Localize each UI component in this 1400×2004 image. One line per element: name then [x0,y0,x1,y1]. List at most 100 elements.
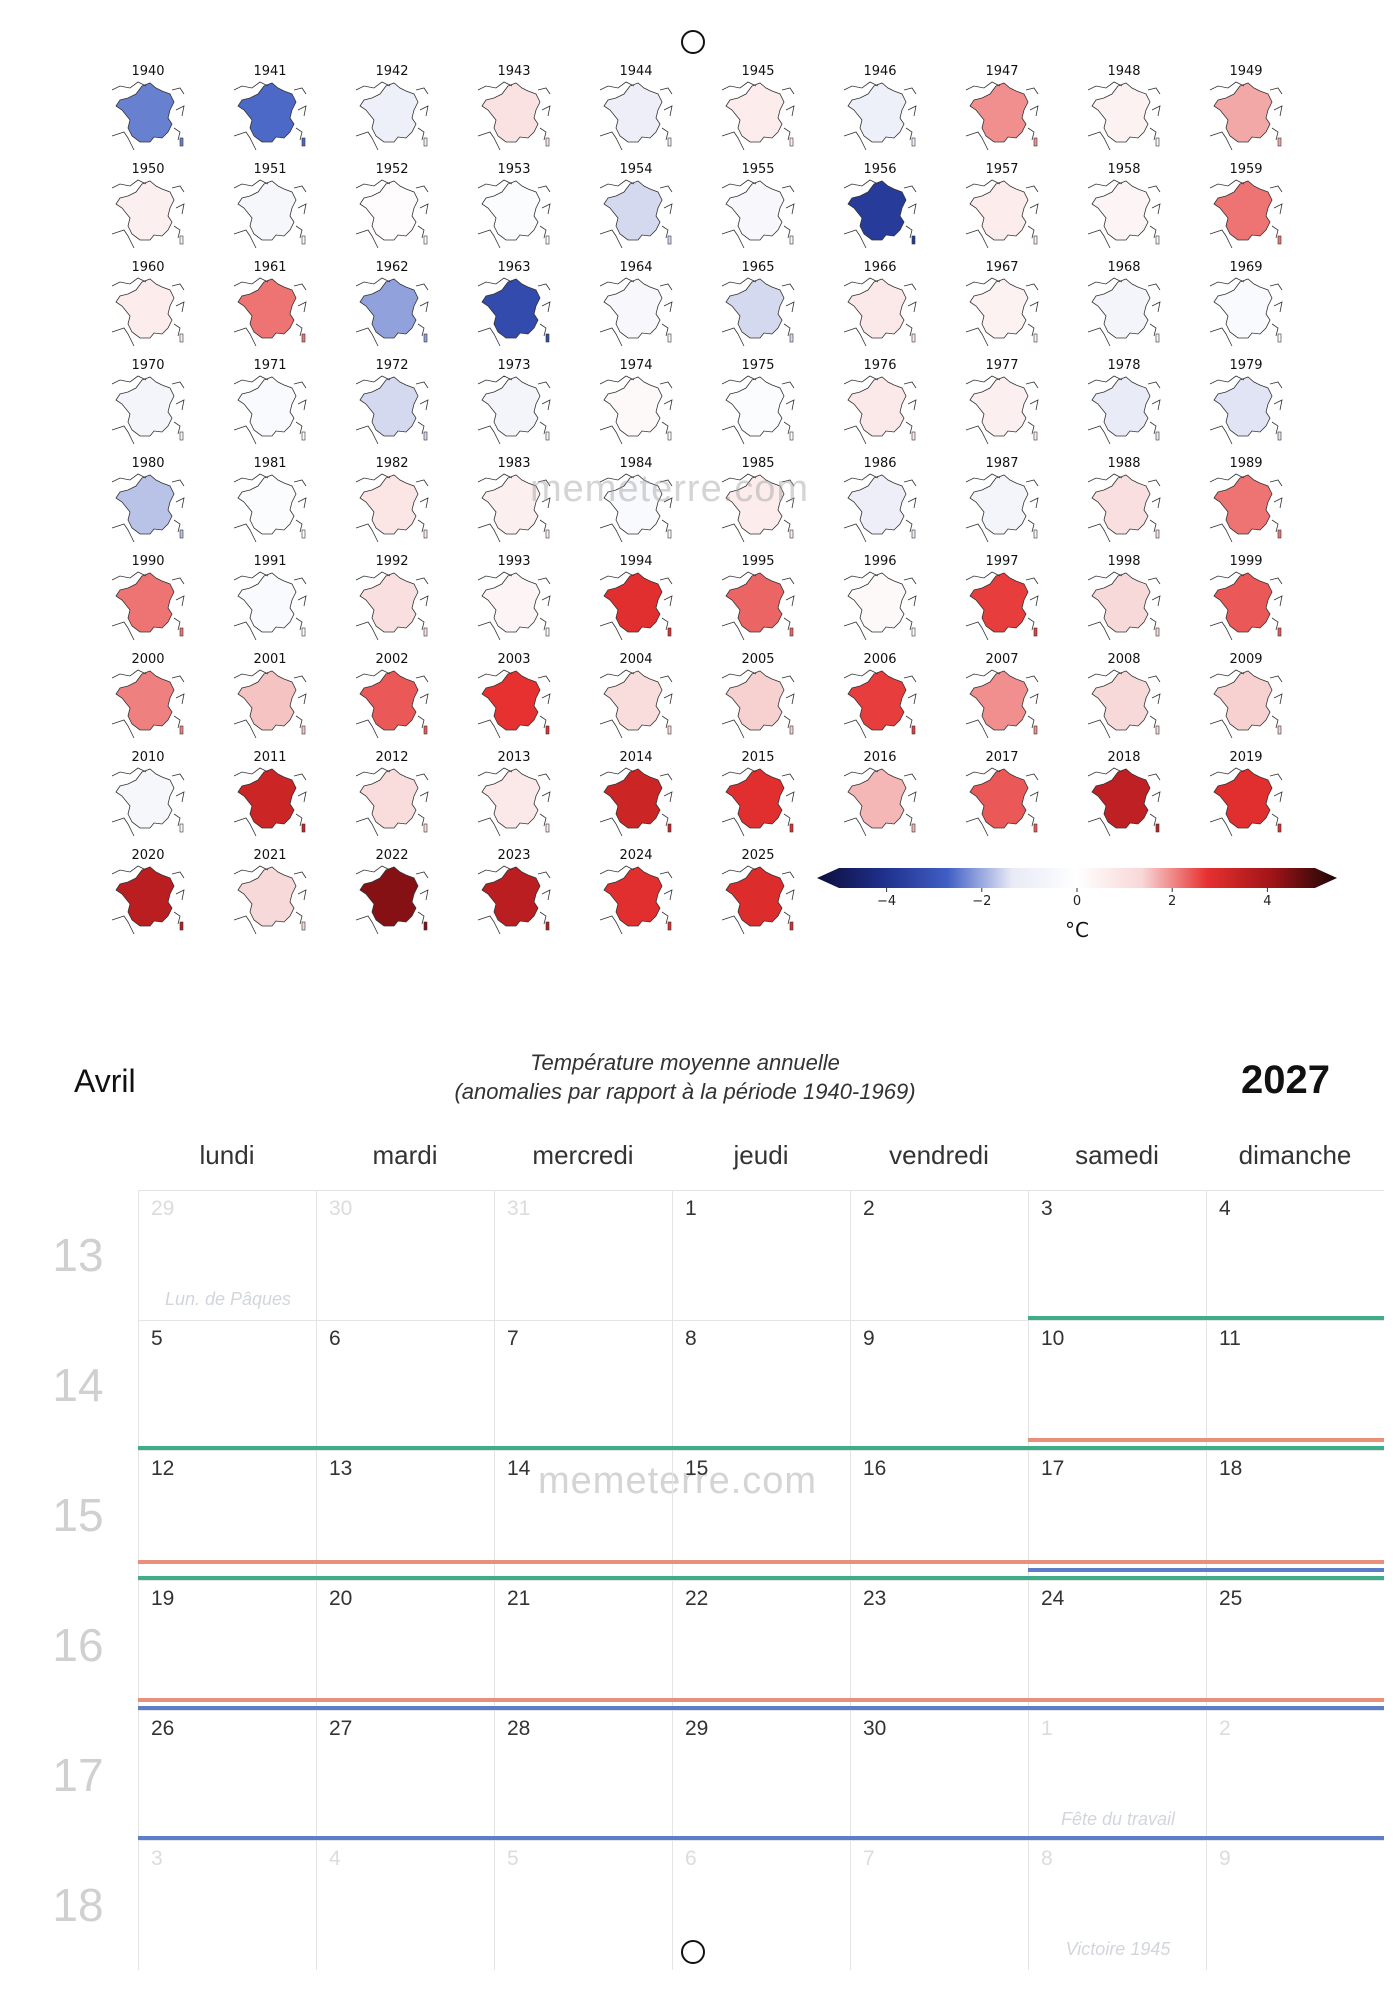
day-cell[interactable]: 19 [138,1580,316,1710]
france-map [1087,473,1161,543]
day-cell[interactable]: 9 [1206,1840,1384,1970]
day-cell[interactable]: 7 [850,1840,1028,1970]
map-year-label: 1953 [497,162,531,177]
weekday-label: vendredi [889,1140,989,1170]
day-cell[interactable]: 8 Victoire 1945 [1028,1840,1206,1970]
anomaly-map: 1981 [232,456,324,548]
day-cell[interactable]: 16 [850,1450,1028,1580]
day-cell[interactable]: 14 [494,1450,672,1580]
map-year-label: 2013 [497,750,531,765]
day-cell[interactable]: 11 [1206,1320,1384,1450]
day-cell[interactable]: 8 [672,1320,850,1450]
map-year-label: 2025 [741,848,775,863]
coastline [355,277,429,347]
day-cell[interactable]: 9 [850,1320,1028,1450]
day-cell[interactable]: 30 [316,1190,494,1320]
day-number: 14 [507,1457,531,1480]
day-cell[interactable]: 17 [1028,1450,1206,1580]
france-map [355,375,429,445]
corsica-shape [1033,333,1038,343]
day-number: 29 [685,1717,709,1740]
france-map [355,669,429,739]
day-cell[interactable]: 26 [138,1710,316,1840]
map-year-label: 1973 [497,358,531,373]
france-map [1087,571,1161,641]
map-year-label: 2004 [619,652,653,667]
map-year-label: 2001 [253,652,287,667]
day-cell[interactable]: 12 [138,1450,316,1580]
france-map [1209,473,1283,543]
day-cell[interactable]: 1 [672,1190,850,1320]
day-cell[interactable]: 5 [138,1320,316,1450]
france-shape [1213,376,1273,437]
day-cell[interactable]: 30 [850,1710,1028,1840]
day-cell[interactable]: 21 [494,1580,672,1710]
day-cell[interactable]: 6 [316,1320,494,1450]
period-line-salmon [138,1698,1384,1702]
day-cell[interactable]: 15 [672,1450,850,1580]
corsica-shape [667,725,672,735]
day-number: 4 [329,1847,341,1870]
day-cell[interactable]: 2 [1206,1710,1384,1840]
day-cell[interactable]: 29 [672,1710,850,1840]
france-shape [115,278,175,339]
france-map [599,767,673,837]
day-cell[interactable]: 6 [672,1840,850,1970]
day-cell[interactable]: 22 [672,1580,850,1710]
day-cell[interactable]: 18 [1206,1450,1384,1580]
day-cell[interactable]: 4 [1206,1190,1384,1320]
france-map [599,865,673,935]
france-shape [359,572,419,633]
day-cell[interactable]: 20 [316,1580,494,1710]
day-cell[interactable]: 27 [316,1710,494,1840]
colorbar: °C −4 −2 0 2 4 [817,868,1337,958]
day-cell[interactable]: 13 [316,1450,494,1580]
day-cell[interactable]: 7 [494,1320,672,1450]
day-cell[interactable]: 1 Fête du travail [1028,1710,1206,1840]
day-cell[interactable]: 29 Lun. de Pâques [138,1190,316,1320]
france-map [111,571,185,641]
france-shape [847,376,907,437]
anomaly-map: 1942 [354,64,446,156]
day-cell[interactable]: 23 [850,1580,1028,1710]
corsica-shape [1033,137,1038,147]
anomaly-map: 2000 [110,652,202,744]
day-cell[interactable]: 25 [1206,1580,1384,1710]
day-number: 9 [863,1327,875,1350]
day-cell[interactable]: 28 [494,1710,672,1840]
coastline [1209,767,1283,837]
colorbar-tick-label: 0 [1072,894,1082,909]
corsica-shape [1033,627,1038,637]
day-cell[interactable]: 31 [494,1190,672,1320]
coastline [965,669,1039,739]
day-number: 2 [1219,1717,1231,1740]
coastline [233,669,307,739]
france-shape [1213,572,1273,633]
colorbar-tick-label: −2 [972,894,992,909]
day-number: 30 [329,1197,353,1220]
france-shape [481,572,541,633]
corsica-shape [1155,235,1160,245]
anomaly-map: 1974 [598,358,690,450]
anomaly-map: 2024 [598,848,690,940]
map-year-label: 1969 [1229,260,1263,275]
france-map [233,767,307,837]
map-year-label: 1966 [863,260,897,275]
france-shape [237,866,297,927]
france-shape [847,768,907,829]
corsica-shape [1155,725,1160,735]
france-map [599,81,673,151]
day-cell[interactable]: 3 [138,1840,316,1970]
day-number: 2 [863,1197,875,1220]
day-cell[interactable]: 2 [850,1190,1028,1320]
coastline [233,767,307,837]
corsica-shape [545,921,550,931]
day-cell[interactable]: 3 [1028,1190,1206,1320]
day-cell[interactable]: 10 [1028,1320,1206,1450]
day-cell[interactable]: 5 [494,1840,672,1970]
france-shape [969,376,1029,437]
day-cell[interactable]: 24 [1028,1580,1206,1710]
day-number: 26 [151,1717,175,1740]
day-cell[interactable]: 4 [316,1840,494,1970]
anomaly-map: 1982 [354,456,446,548]
